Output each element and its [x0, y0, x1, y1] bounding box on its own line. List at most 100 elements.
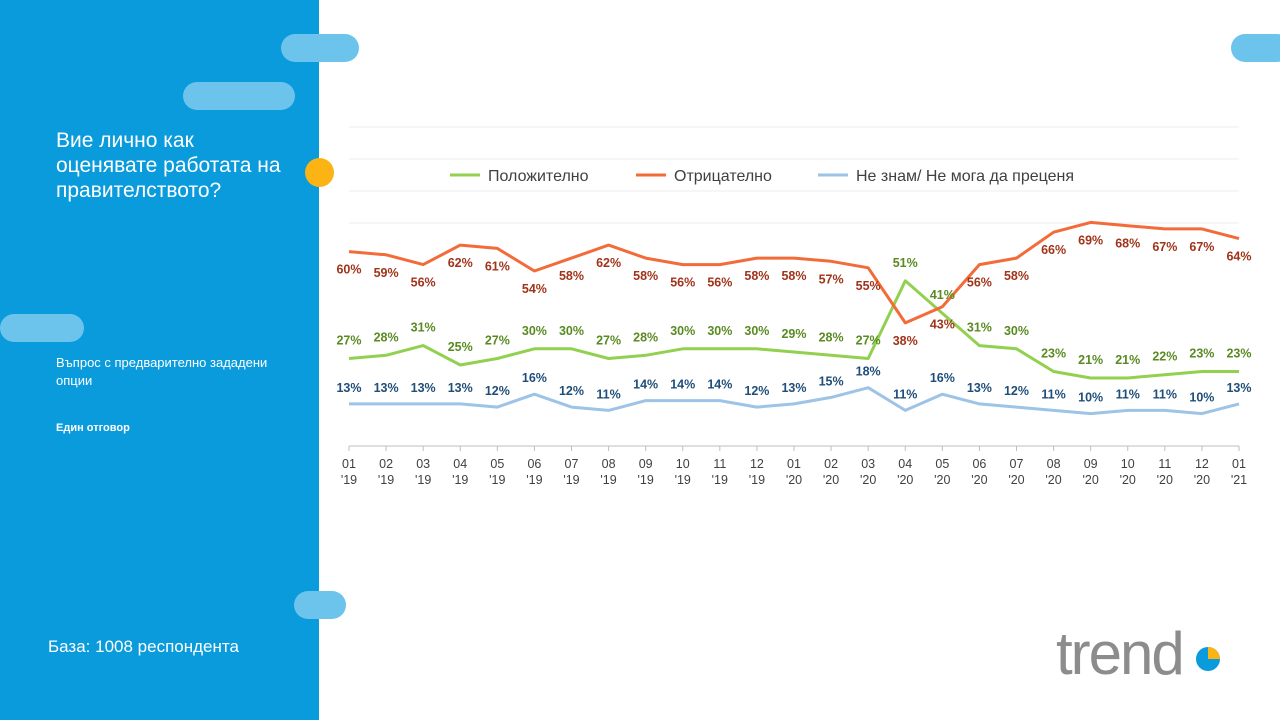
data-label: 18% — [856, 365, 881, 379]
data-label: 12% — [559, 384, 584, 398]
data-label: 51% — [893, 256, 918, 270]
data-label: 23% — [1041, 346, 1066, 360]
data-label: 10% — [1189, 391, 1214, 405]
x-tick-label-month: 05 — [490, 457, 504, 471]
data-label: 38% — [893, 334, 918, 348]
data-label: 27% — [856, 334, 881, 348]
decor-pill — [183, 82, 295, 110]
data-label: 54% — [522, 282, 547, 296]
x-tick-label-year: '20 — [1083, 473, 1099, 487]
x-tick-label-month: 08 — [602, 457, 616, 471]
data-label: 28% — [374, 330, 399, 344]
data-label: 14% — [707, 378, 732, 392]
data-label: 30% — [522, 324, 547, 338]
data-label: 55% — [856, 279, 881, 293]
data-label: 30% — [670, 324, 695, 338]
data-label: 14% — [633, 378, 658, 392]
series-line-2 — [349, 386, 1240, 416]
data-label: 58% — [559, 269, 584, 283]
data-label: 27% — [596, 334, 621, 348]
data-label: 43% — [930, 318, 955, 332]
x-tick-label-year: '19 — [452, 473, 468, 487]
x-tick-label-year: '21 — [1231, 473, 1247, 487]
x-tick-label-year: '19 — [600, 473, 616, 487]
data-label: 64% — [1226, 250, 1251, 264]
data-label: 13% — [967, 381, 992, 395]
data-label: 58% — [633, 269, 658, 283]
sample-base: База: 1008 респондента — [48, 637, 239, 656]
data-label: 58% — [781, 269, 806, 283]
data-label: 10% — [1078, 391, 1103, 405]
question-title: Вие лично как оценявате работата на прав… — [56, 129, 281, 202]
data-label: 13% — [1226, 381, 1251, 395]
x-tick-label-month: 08 — [1047, 457, 1061, 471]
x-tick-label-month: 02 — [379, 457, 393, 471]
x-tick-label-year: '20 — [897, 473, 913, 487]
accent-dot — [305, 158, 334, 187]
data-label: 13% — [336, 381, 361, 395]
x-tick-label-month: 10 — [676, 457, 690, 471]
data-label: 12% — [744, 384, 769, 398]
x-tick-label-year: '20 — [860, 473, 876, 487]
x-tick-label-month: 12 — [1195, 457, 1209, 471]
data-label: 12% — [1004, 384, 1029, 398]
data-label: 30% — [1004, 324, 1029, 338]
x-tick-label-month: 01 — [342, 457, 356, 471]
data-label: 30% — [559, 324, 584, 338]
data-label: 41% — [930, 288, 955, 302]
x-tick-label-year: '20 — [934, 473, 950, 487]
data-label: 28% — [633, 330, 658, 344]
x-tick-label-year: '20 — [823, 473, 839, 487]
x-tick-label-year: '19 — [563, 473, 579, 487]
data-label: 27% — [485, 334, 510, 348]
data-label: 62% — [448, 256, 473, 270]
left-panel: Вие лично как оценявате работата на прав… — [0, 0, 319, 720]
x-tick-label-month: 11 — [713, 457, 726, 471]
decor-pill — [281, 34, 359, 62]
data-label: 68% — [1115, 237, 1140, 251]
x-tick-label-month: 07 — [1010, 457, 1024, 471]
data-label: 13% — [448, 381, 473, 395]
x-tick-label-month: 01 — [787, 457, 801, 471]
x-tick-label-month: 03 — [416, 457, 430, 471]
x-tick-label-year: '20 — [1157, 473, 1173, 487]
data-label: 22% — [1152, 350, 1177, 364]
x-tick-label-year: '20 — [1194, 473, 1210, 487]
data-label: 13% — [411, 381, 436, 395]
x-tick-label-month: 09 — [639, 457, 653, 471]
data-label: 12% — [485, 384, 510, 398]
data-label: 13% — [374, 381, 399, 395]
x-tick-label-year: '19 — [712, 473, 728, 487]
data-label: 56% — [411, 276, 436, 290]
data-label: 69% — [1078, 233, 1103, 247]
x-tick-label-year: '19 — [489, 473, 505, 487]
x-tick-label-month: 10 — [1121, 457, 1135, 471]
data-label: 14% — [670, 378, 695, 392]
data-label: 13% — [781, 381, 806, 395]
data-label: 28% — [819, 330, 844, 344]
data-label: 23% — [1226, 346, 1251, 360]
data-label: 21% — [1115, 353, 1140, 367]
series-line-0 — [348, 279, 1239, 380]
data-label: 56% — [967, 276, 992, 290]
data-label: 11% — [1116, 387, 1140, 401]
legend-label: Положително — [488, 168, 589, 185]
trend-logo: trend — [1056, 620, 1220, 684]
x-tick-label-month: 04 — [898, 457, 912, 471]
x-tick-label-year: '19 — [526, 473, 542, 487]
x-tick-label-year: '19 — [378, 473, 394, 487]
legend-label: Не знам/ Не мога да преценя — [856, 168, 1074, 185]
x-tick-label-month: 06 — [527, 457, 541, 471]
x-tick-label-year: '19 — [415, 473, 431, 487]
x-tick-label-year: '19 — [749, 473, 765, 487]
x-tick-label-month: 07 — [565, 457, 579, 471]
x-tick-label-year: '20 — [1120, 473, 1136, 487]
data-label: 56% — [707, 276, 732, 290]
x-tick-label-year: '20 — [1008, 473, 1024, 487]
data-label: 15% — [819, 374, 844, 388]
data-label: 30% — [707, 324, 732, 338]
x-tick-label-month: 04 — [453, 457, 467, 471]
decor-pill — [294, 591, 346, 619]
x-tick-label-year: '19 — [638, 473, 654, 487]
data-label: 16% — [930, 371, 955, 385]
